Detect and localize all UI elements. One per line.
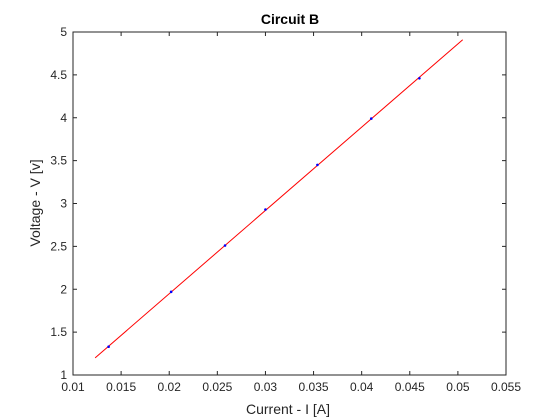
x-tick-label: 0.03 [254, 380, 278, 394]
y-tick-label: 2.5 [50, 239, 67, 253]
y-tick-label: 4 [60, 111, 67, 125]
x-tick-label: 0.045 [395, 380, 425, 394]
x-tick-label: 0.055 [491, 380, 521, 394]
y-tick-label: 3 [60, 197, 67, 211]
fit-line [94, 39, 464, 359]
chart-title: Circuit B [261, 11, 319, 27]
x-tick-label: 0.025 [202, 380, 232, 394]
x-tick-label: 0.04 [350, 380, 374, 394]
data-point [107, 345, 110, 349]
x-tick-label: 0.01 [61, 380, 85, 394]
y-tick-label: 4.5 [50, 68, 67, 82]
x-axis-label: Current - I [A] [246, 401, 330, 417]
data-point [169, 290, 173, 294]
x-tick-label: 0.02 [158, 380, 182, 394]
plot-area: 0.01 0.015 0.02 0.025 0.03 0.035 0.04 0.045 0.05… [50, 25, 521, 394]
data-point [418, 77, 421, 80]
x-tick-label: 0.05 [446, 380, 470, 394]
y-tick-label: 2 [60, 282, 67, 296]
y-tick-label: 1 [60, 368, 67, 382]
x-tick-label: 0.015 [106, 380, 136, 394]
y-tick-label: 1.5 [50, 325, 67, 339]
data-point [316, 163, 319, 167]
y-tick-label: 3.5 [50, 154, 67, 168]
y-tick-label: 5 [60, 25, 67, 39]
data-point [264, 208, 267, 211]
data-point [369, 117, 373, 120]
data-point [223, 244, 227, 247]
x-tick-label: 0.035 [299, 380, 329, 394]
y-axis-label: Voltage - V [v] [27, 159, 43, 246]
